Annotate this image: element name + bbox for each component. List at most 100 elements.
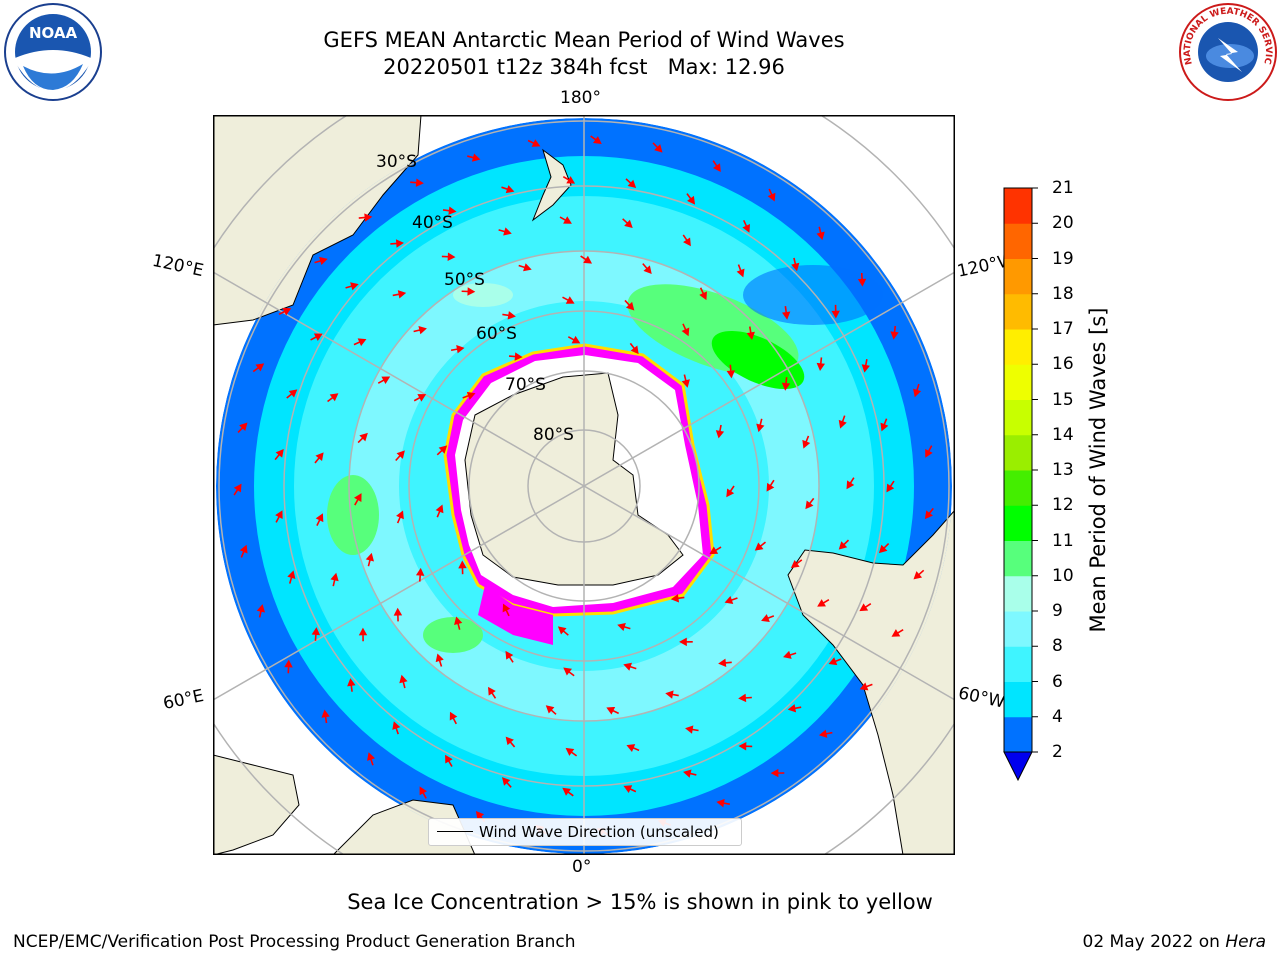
colorbar-block	[1004, 681, 1032, 718]
footer-credit: NCEP/EMC/Verification Post Processing Pr…	[13, 932, 576, 952]
wind-wave-arrow	[681, 323, 690, 337]
colorbar-block	[1004, 434, 1032, 471]
wind-wave-arrow	[681, 374, 690, 388]
colorbar-tick-label: 18	[1052, 283, 1074, 304]
wind-wave-arrow	[395, 450, 405, 462]
colorbar-tick-label: 2	[1052, 742, 1063, 762]
legend-line-sample	[437, 831, 473, 832]
colorbar-block	[1004, 611, 1032, 647]
wind-wave-arrow	[396, 510, 404, 524]
wind-wave-arrow	[390, 239, 404, 248]
title-line-2: 20220501 t12z 384h fcst Max: 12.96	[383, 55, 785, 79]
wind-wave-arrow	[256, 604, 266, 618]
wind-wave-arrow	[766, 479, 775, 492]
graticule	[213, 115, 955, 855]
wind-wave-arrow	[625, 178, 637, 189]
wind-wave-arrow	[642, 263, 652, 274]
wind-wave-arrow	[365, 552, 374, 567]
colorbar-block	[1004, 716, 1032, 753]
colorbar-block	[1004, 293, 1032, 330]
wind-wave-arrow	[527, 139, 541, 147]
wind-wave-arrow	[435, 504, 444, 518]
wind-wave-arrow	[488, 686, 497, 699]
wind-wave-arrow	[314, 256, 328, 266]
colorbar-tick-label: 11	[1052, 530, 1074, 551]
colorbar-block	[1004, 646, 1032, 682]
wind-wave-arrow	[314, 452, 324, 464]
colorbar-block	[1004, 505, 1032, 541]
wind-wave-arrow	[450, 345, 465, 354]
colorbar-block	[1004, 364, 1032, 400]
colorbar-tick-label: 16	[1052, 354, 1074, 375]
wind-wave-arrow	[557, 626, 569, 636]
wind-wave-arrow	[818, 729, 833, 738]
title-line-1: GEFS MEAN Antarctic Mean Period of Wind …	[323, 28, 845, 52]
wind-wave-arrow	[237, 422, 248, 433]
wind-wave-arrow	[393, 607, 403, 622]
wind-wave-arrow	[358, 213, 373, 222]
wind-wave-arrow	[742, 219, 751, 233]
colorbar-tick-label: 20	[1052, 213, 1074, 234]
wind-wave-arrow	[545, 705, 557, 715]
colorbar-tick-label: 17	[1052, 319, 1074, 339]
wind-wave-arrow	[857, 272, 867, 287]
footer-machine: Hera	[1225, 932, 1266, 952]
wind-wave-arrow	[392, 290, 407, 299]
wind-wave-arrow	[399, 674, 408, 689]
wind-wave-arrow	[287, 570, 296, 584]
wind-wave-arrow	[357, 432, 368, 444]
wind-wave-arrow	[623, 662, 637, 671]
wind-wave-arrow	[859, 682, 873, 691]
wind-wave-arrow	[718, 658, 732, 668]
wind-wave-arrow	[321, 709, 330, 724]
wind-wave-arrow	[913, 383, 922, 398]
wind-wave-arrow	[682, 234, 691, 247]
colorbar-tick-label: 9	[1052, 601, 1063, 621]
wind-wave-arrow	[816, 226, 825, 241]
wind-wave-arrow	[275, 510, 283, 523]
colorbar-label: Mean Period of Wind Waves [s]	[1086, 307, 1110, 633]
wind-wave-arrow	[233, 483, 242, 496]
wind-wave-arrow	[665, 690, 679, 699]
wind-wave-arrow	[890, 325, 899, 340]
wind-wave-arrow	[508, 352, 523, 361]
wind-wave-arrow	[805, 497, 815, 510]
wind-wave-arrow	[274, 449, 284, 461]
wind-wave-arrow	[239, 544, 248, 558]
wind-wave-arrow	[315, 513, 324, 526]
colorbar-tick-label: 21	[1052, 178, 1074, 198]
wind-wave-arrow	[622, 218, 633, 229]
legend-label: Wind Wave Direction (unscaled)	[479, 823, 719, 841]
colorbar-tick-label: 6	[1052, 671, 1063, 692]
wind-wave-arrow	[623, 785, 637, 793]
wind-wave-arrow	[670, 594, 685, 603]
wind-wave-arrow	[286, 389, 298, 399]
wind-wave-arrow	[652, 142, 663, 153]
wind-wave-arrow	[617, 622, 631, 632]
footer-date: 02 May 2022 on Hera	[1083, 932, 1267, 952]
wind-wave-arrow	[377, 376, 391, 384]
wind-wave-arrow	[891, 628, 904, 637]
wind-wave-arrow	[861, 359, 870, 373]
colorbar-block	[1004, 188, 1032, 224]
wind-wave-arrow	[518, 263, 532, 272]
wind-wave-arrow	[715, 424, 725, 439]
wind-wave-arrow	[505, 650, 514, 663]
wind-wave-arrow	[435, 653, 444, 667]
colorbar-tick-label: 12	[1052, 495, 1074, 516]
wind-wave-arrow	[716, 798, 730, 808]
wind-wave-arrow	[781, 377, 791, 391]
wind-wave-arrow	[756, 418, 765, 433]
colorbar-tick-label: 14	[1052, 424, 1074, 445]
lat-label-60s: 60°S	[476, 324, 517, 344]
wind-wave-arrow	[761, 614, 775, 622]
lon-label-60e: 60°E	[161, 685, 206, 715]
wind-wave-arrow	[712, 160, 721, 173]
wind-wave-arrow	[413, 326, 427, 335]
wind-wave-arrow	[624, 299, 635, 311]
wind-wave-arrow	[590, 135, 602, 144]
wind-wave-arrow	[353, 338, 367, 347]
wind-wave-arrow	[726, 485, 735, 498]
wind-wave-arrow	[358, 627, 368, 642]
colorbar-underflow-triangle	[1003, 751, 1033, 782]
